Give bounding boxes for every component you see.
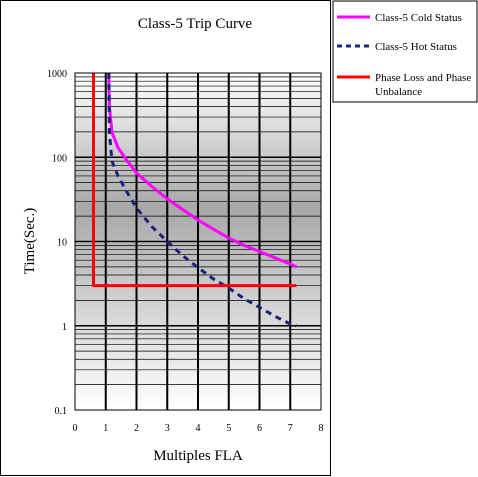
y-tick-label: 1 <box>62 322 67 333</box>
legend-label-cold: Class-5 Cold Status <box>375 12 462 24</box>
plot-border <box>74 72 322 411</box>
x-tick-label: 1 <box>103 423 108 434</box>
x-tick-labels: 0 1 2 3 4 5 6 7 8 <box>73 423 324 434</box>
x-axis-label: Multiples FLA <box>153 448 243 464</box>
x-tick-label: 6 <box>257 423 262 434</box>
y-tick-label: 1000 <box>47 69 67 80</box>
series-lines <box>92 72 298 328</box>
x-tick-label: 0 <box>73 423 78 434</box>
grid-lines <box>75 73 321 410</box>
y-axis-label: Time(Sec.) <box>22 208 38 275</box>
legend-label-phase: Phase Loss and Phase Unbalance <box>375 72 474 98</box>
y-tick-label: 10 <box>57 238 67 249</box>
x-tick-label: 3 <box>165 423 170 434</box>
legend-label-hot: Class-5 Hot Status <box>375 41 457 53</box>
y-tick-labels: 0.1 1 10 100 1000 <box>47 69 67 417</box>
x-tick-label: 7 <box>288 423 293 434</box>
chart-title: Class-5 Trip Curve <box>138 16 253 32</box>
x-tick-label: 2 <box>134 423 139 434</box>
x-tick-label: 8 <box>319 423 324 434</box>
y-tick-label: 100 <box>52 153 67 164</box>
x-tick-label: 4 <box>196 423 201 434</box>
legend: Class-5 Cold Status Class-5 Hot Status P… <box>332 0 478 103</box>
x-tick-label: 5 <box>226 423 231 434</box>
y-tick-label: 0.1 <box>55 406 68 417</box>
series-line-2 <box>92 73 297 288</box>
series-line-0 <box>107 72 298 269</box>
